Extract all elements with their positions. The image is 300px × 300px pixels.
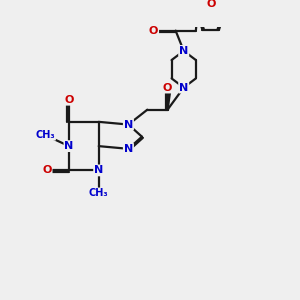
Text: N: N — [179, 82, 188, 93]
Text: O: O — [42, 165, 52, 176]
Text: N: N — [124, 144, 133, 154]
Text: N: N — [179, 46, 188, 56]
Text: O: O — [64, 95, 74, 105]
Text: N: N — [94, 165, 104, 176]
Text: O: O — [163, 82, 172, 93]
Text: N: N — [124, 119, 133, 130]
Text: CH₃: CH₃ — [89, 188, 109, 198]
Text: O: O — [149, 26, 158, 36]
Text: N: N — [64, 141, 74, 151]
Text: CH₃: CH₃ — [35, 130, 55, 140]
Text: O: O — [206, 0, 215, 10]
